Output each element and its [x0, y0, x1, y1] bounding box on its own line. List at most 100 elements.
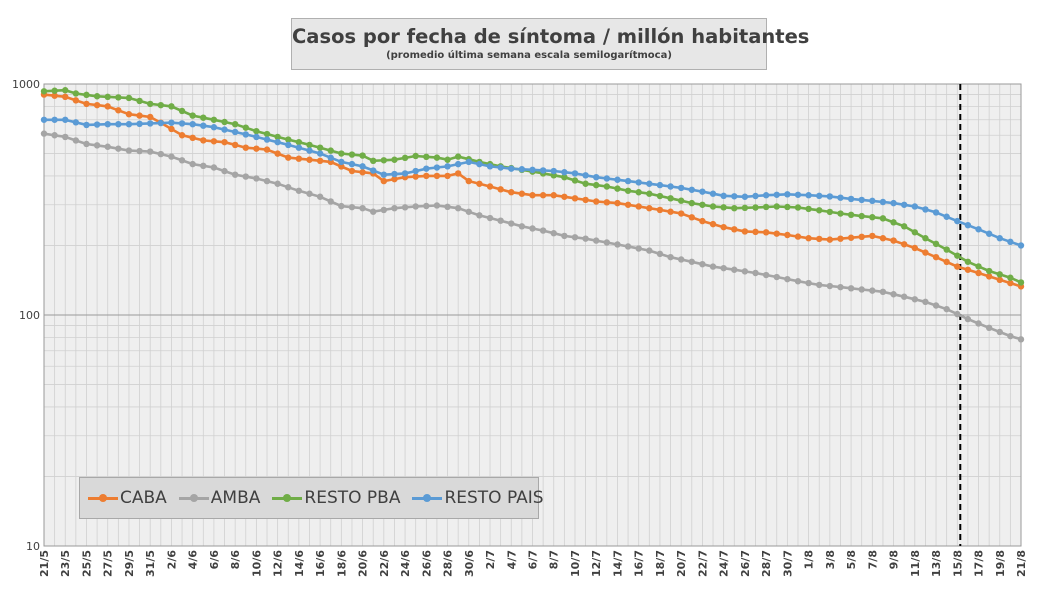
data-point-resto-pba: [104, 93, 111, 101]
data-point-caba: [922, 249, 929, 256]
data-point-resto-pais: [401, 170, 409, 177]
data-point-caba: [306, 156, 313, 163]
data-point-resto-pba: [656, 192, 664, 200]
data-point-amba: [996, 328, 1003, 336]
data-point-amba: [210, 164, 218, 171]
data-point-caba: [603, 199, 611, 206]
data-point-resto-pba: [242, 124, 249, 131]
data-point-amba: [348, 203, 356, 211]
data-point-resto-pba: [433, 154, 441, 161]
data-point-resto-pais: [954, 217, 961, 225]
data-point-resto-pba: [593, 181, 600, 189]
data-point-resto-pba: [805, 205, 812, 213]
data-point-amba: [136, 147, 143, 155]
data-point-resto-pais: [975, 226, 982, 233]
data-point-amba: [62, 133, 69, 141]
data-point-resto-pba: [178, 107, 186, 115]
data-point-caba: [720, 223, 727, 231]
data-point-resto-pais: [996, 235, 1003, 242]
data-point-resto-pba: [168, 103, 175, 110]
legend-swatch-resto-pais: [412, 493, 443, 502]
data-point-caba: [539, 192, 547, 199]
data-point-caba: [550, 192, 557, 199]
data-point-resto-pais: [890, 199, 897, 207]
data-point-resto-pba: [826, 208, 834, 216]
x-tick-label: 25/5: [80, 550, 93, 577]
data-point-caba: [858, 233, 865, 241]
data-point-caba: [561, 193, 568, 200]
data-point-resto-pais: [444, 163, 451, 170]
data-point-amba: [327, 198, 334, 205]
data-point-amba: [805, 279, 812, 287]
data-point-resto-pais: [550, 167, 557, 175]
data-point-caba: [433, 172, 441, 180]
data-point-resto-pais: [221, 126, 228, 133]
data-point-caba: [391, 175, 398, 183]
data-point-resto-pba: [263, 130, 271, 138]
data-point-resto-pba: [847, 211, 855, 219]
data-point-amba: [444, 203, 451, 211]
data-point-resto-pba: [62, 87, 69, 94]
data-point-resto-pais: [200, 122, 207, 129]
x-tick-label: 19/8: [994, 550, 1007, 577]
data-point-resto-pba: [646, 190, 653, 197]
data-point-caba: [423, 172, 430, 180]
data-point-resto-pais: [656, 181, 664, 189]
x-tick-label: 24/7: [718, 550, 731, 577]
data-point-resto-pba: [72, 90, 80, 97]
data-point-amba: [858, 286, 865, 293]
data-point-resto-pais: [794, 191, 802, 198]
data-point-caba: [263, 146, 271, 153]
data-point-resto-pais: [773, 191, 780, 198]
data-point-amba: [731, 266, 738, 273]
x-tick-label: 4/6: [187, 550, 200, 570]
x-tick-label: 6/7: [527, 550, 540, 569]
legend-label-caba: CABA: [120, 488, 167, 508]
data-point-caba: [210, 138, 218, 145]
data-point-resto-pba: [454, 153, 462, 160]
data-point-resto-pais: [433, 164, 441, 171]
data-point-resto-pais: [62, 116, 69, 123]
legend-item-resto-pais: RESTO PAIS: [412, 488, 544, 508]
data-point-amba: [125, 147, 133, 154]
data-point-amba: [911, 296, 919, 303]
data-point-resto-pais: [869, 197, 876, 205]
data-point-resto-pba: [401, 154, 409, 162]
data-point-resto-pba: [571, 177, 579, 184]
data-point-resto-pais: [667, 183, 674, 190]
data-point-resto-pba: [869, 214, 876, 221]
data-point-resto-pais: [306, 147, 313, 154]
x-tick-label: 20/7: [675, 550, 688, 577]
data-point-amba: [773, 273, 780, 281]
data-point-amba: [964, 315, 972, 323]
data-point-resto-pba: [561, 173, 568, 181]
data-point-caba: [242, 144, 249, 151]
data-point-resto-pba: [327, 147, 334, 154]
data-point-amba: [1007, 332, 1014, 340]
legend-swatch-caba: [88, 493, 118, 502]
data-point-resto-pais: [709, 190, 717, 197]
data-point-resto-pba: [221, 118, 228, 126]
data-point-resto-pba: [709, 203, 717, 210]
data-point-resto-pba: [306, 141, 313, 149]
data-point-resto-pais: [274, 138, 281, 146]
data-point-resto-pais: [104, 120, 111, 128]
data-point-resto-pais: [571, 170, 579, 177]
data-point-resto-pba: [274, 133, 281, 141]
data-point-amba: [624, 243, 632, 250]
data-point-resto-pba: [125, 94, 133, 102]
data-point-resto-pais: [136, 120, 143, 128]
data-point-resto-pais: [40, 116, 48, 123]
data-point-resto-pais: [285, 141, 292, 149]
data-point-caba: [837, 235, 844, 242]
data-point-amba: [391, 204, 398, 212]
data-point-resto-pais: [752, 192, 759, 200]
data-point-caba: [731, 226, 738, 233]
data-point-resto-pba: [253, 127, 260, 135]
data-point-caba: [826, 236, 834, 243]
y-tick-label: 100: [19, 309, 40, 322]
x-tick-label: 22/7: [696, 550, 709, 577]
data-point-amba: [677, 256, 685, 263]
x-tick-label: 3/8: [824, 550, 837, 569]
data-point-amba: [274, 180, 281, 187]
